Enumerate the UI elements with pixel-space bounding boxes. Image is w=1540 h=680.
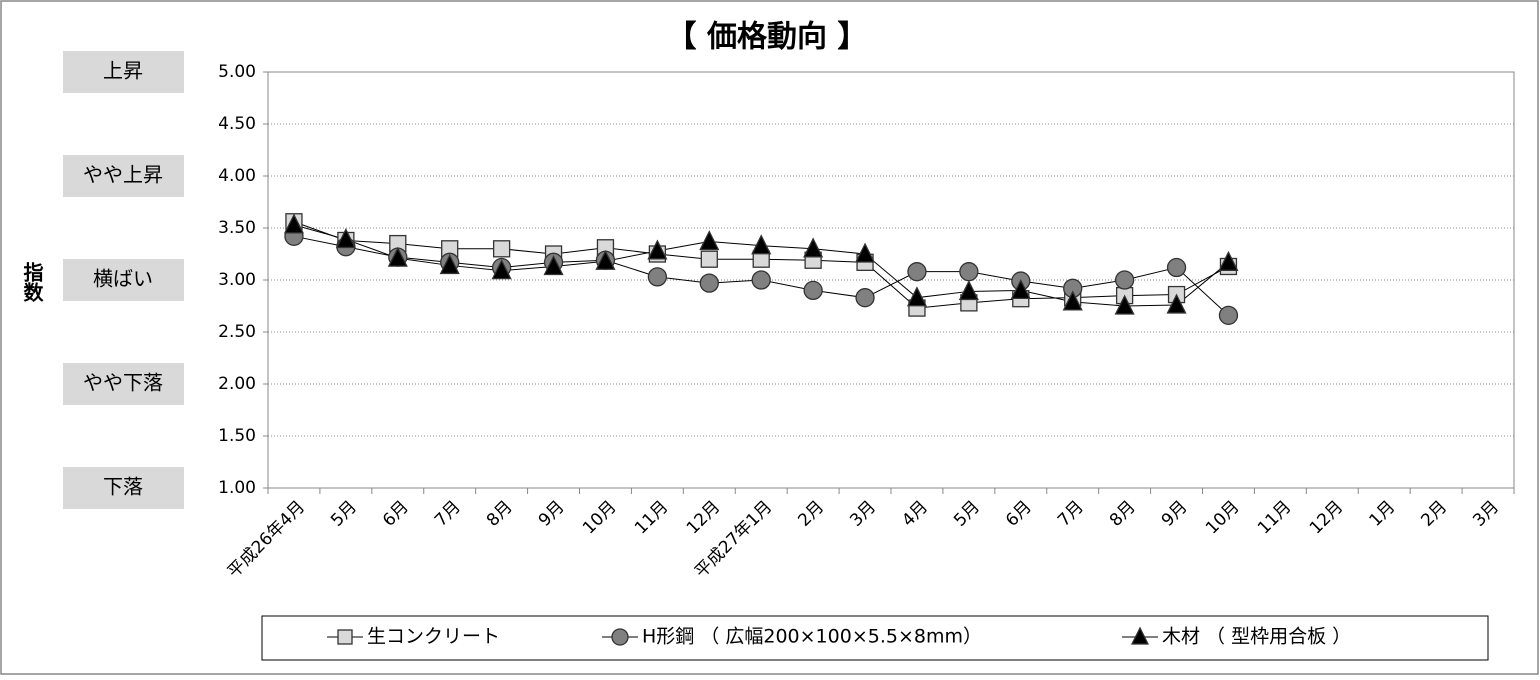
y-tick-label: 1.00 <box>218 478 256 498</box>
legend-label: H形鋼 （ 広幅200×100×5.5×8mm） <box>642 626 982 648</box>
data-point <box>803 280 823 301</box>
data-point <box>283 213 305 234</box>
level-label: 横ばい <box>93 267 153 291</box>
y-tick-label: 2.50 <box>218 322 256 342</box>
data-point <box>959 262 979 282</box>
data-point <box>700 250 718 268</box>
data-point <box>906 286 928 307</box>
data-point <box>907 262 927 282</box>
level-label-box <box>63 467 184 509</box>
y-tick-label: 4.00 <box>218 166 256 186</box>
legend-label: 生コンクリート <box>367 626 500 648</box>
data-point <box>1218 305 1239 326</box>
level-label: 上昇 <box>103 59 143 83</box>
y-tick-label: 3.50 <box>218 218 256 238</box>
legend-label: 木材 （ 型枠用合板 ） <box>1162 626 1351 648</box>
data-point <box>647 267 668 287</box>
data-point <box>1114 294 1135 315</box>
level-label-box <box>63 259 184 301</box>
legend-marker <box>1130 626 1150 645</box>
data-point <box>595 249 616 270</box>
data-point <box>439 253 460 275</box>
data-point <box>699 273 719 293</box>
y-tick-label: 5.00 <box>218 62 256 82</box>
level-label: やや下落 <box>83 371 163 395</box>
level-label-box <box>63 51 184 93</box>
data-point <box>647 239 668 260</box>
data-point <box>491 259 512 280</box>
legend-marker <box>337 629 353 645</box>
level-label: やや上昇 <box>83 163 163 187</box>
y-axis-label: 指数 <box>20 261 44 303</box>
y-tick-label: 2.00 <box>218 374 256 394</box>
chart-title: 【 価格動向 】 <box>667 20 868 55</box>
data-point <box>335 227 356 249</box>
y-tick-label: 3.00 <box>218 270 256 290</box>
data-point <box>543 255 564 276</box>
data-point <box>751 234 772 255</box>
data-point <box>751 270 771 290</box>
data-point <box>699 230 720 251</box>
legend-box <box>261 615 1489 661</box>
data-point <box>1166 293 1187 314</box>
legend-marker <box>611 628 629 646</box>
data-point <box>1166 257 1187 278</box>
y-tick-label: 4.50 <box>218 114 256 134</box>
data-point <box>1010 278 1031 300</box>
data-point <box>855 288 875 308</box>
data-point <box>854 242 876 263</box>
data-point <box>1218 250 1239 271</box>
data-point <box>1062 290 1083 311</box>
level-label: 下落 <box>103 475 143 499</box>
data-point <box>958 279 979 301</box>
level-label-box <box>63 155 184 197</box>
data-point <box>492 240 511 258</box>
level-label-box <box>63 363 184 405</box>
data-point <box>387 246 408 267</box>
data-point <box>1114 270 1135 290</box>
data-point <box>803 237 824 258</box>
y-tick-label: 1.50 <box>218 426 256 446</box>
